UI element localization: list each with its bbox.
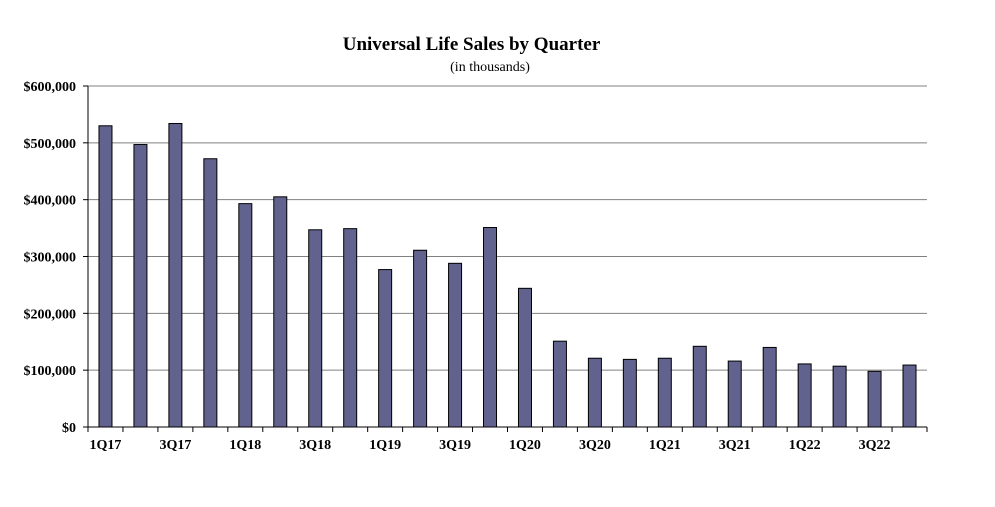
bar-3Q20 bbox=[587, 357, 602, 428]
bar-4Q19 bbox=[483, 227, 498, 428]
y-tick-label: $200,000 bbox=[24, 307, 77, 322]
bar-4Q18 bbox=[343, 228, 358, 428]
x-tick-label: 1Q21 bbox=[649, 438, 681, 453]
y-tick-label: $0 bbox=[62, 421, 76, 436]
chart-title: Universal Life Sales by Quarter bbox=[342, 34, 601, 55]
bar-1Q22 bbox=[797, 363, 812, 428]
x-tick-label: 3Q22 bbox=[859, 438, 891, 453]
gridlines bbox=[83, 85, 927, 428]
bar-1Q20 bbox=[517, 287, 532, 428]
y-tick-label: $400,000 bbox=[24, 194, 77, 209]
y-tick-label: $500,000 bbox=[24, 137, 77, 152]
x-tick-label: 1Q22 bbox=[789, 438, 821, 453]
chart-subtitle: (in thousands) bbox=[450, 60, 530, 75]
bar-3Q22 bbox=[867, 370, 882, 428]
bar-2Q17 bbox=[133, 144, 148, 428]
bar-2Q22 bbox=[832, 365, 847, 428]
bar-1Q19 bbox=[378, 269, 393, 428]
bar-3Q17 bbox=[168, 123, 183, 428]
bar-1Q18 bbox=[238, 203, 253, 428]
x-tick-label: 3Q20 bbox=[579, 438, 611, 453]
bar-4Q21 bbox=[762, 346, 777, 428]
bar-3Q18 bbox=[308, 229, 323, 428]
bar-4Q22 bbox=[902, 364, 917, 428]
x-tick-label: 3Q21 bbox=[719, 438, 751, 453]
bar-2Q20 bbox=[552, 340, 567, 428]
x-tick-label: 1Q20 bbox=[509, 438, 541, 453]
bars bbox=[98, 123, 917, 428]
x-axis-ticks: 1Q17 3Q17 1Q18 3Q18 1Q19 3Q19 1Q20 3Q20 1Q21 3Q21… bbox=[87, 427, 928, 453]
x-tick-label: 3Q19 bbox=[439, 438, 471, 453]
x-tick-label: 1Q17 bbox=[90, 438, 122, 453]
bar-2Q18 bbox=[273, 196, 288, 428]
x-tick-label: 1Q18 bbox=[229, 438, 261, 453]
x-tick-label: 1Q19 bbox=[369, 438, 401, 453]
bar-4Q17 bbox=[203, 158, 218, 428]
bar-3Q21 bbox=[727, 360, 742, 428]
bar-1Q17 bbox=[98, 125, 113, 428]
bar-2Q21 bbox=[692, 345, 707, 428]
y-tick-label: $300,000 bbox=[24, 251, 77, 266]
bar-3Q19 bbox=[448, 262, 463, 428]
x-tick-label: 3Q17 bbox=[159, 438, 191, 453]
x-tick-label: 3Q18 bbox=[299, 438, 331, 453]
bar-2Q19 bbox=[413, 249, 428, 428]
y-tick-label: $600,000 bbox=[24, 80, 77, 95]
bar-4Q20 bbox=[622, 358, 637, 428]
y-axis-ticks: $0 $100,000 $200,000 $300,000 $400,000 $500,0… bbox=[24, 80, 77, 436]
bar-1Q21 bbox=[657, 357, 672, 428]
y-tick-label: $100,000 bbox=[24, 364, 77, 379]
